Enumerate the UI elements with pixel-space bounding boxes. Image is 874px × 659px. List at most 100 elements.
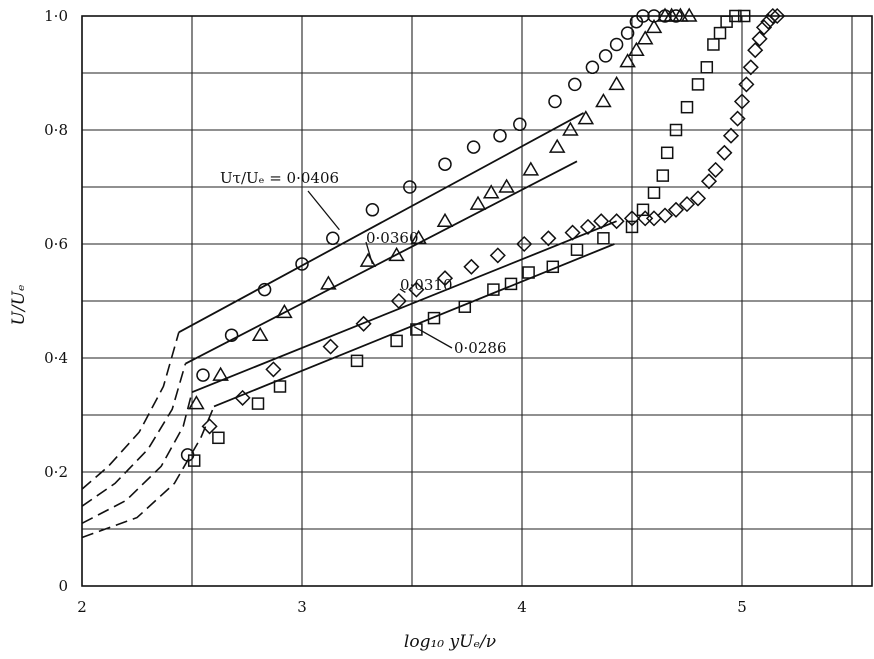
square-point [636,203,650,217]
triangle-point [469,195,487,210]
square-point [660,146,674,160]
triangle-point [410,229,427,245]
square-point [427,311,441,325]
triangle-point [577,110,595,125]
annotation-label: Uτ/Uₑ = 0·0406 [220,169,339,187]
square-point [212,431,225,445]
triangle-point [251,326,269,341]
triangle-point [562,121,579,136]
fit-line [184,160,578,365]
diamond-point [463,258,480,275]
circle-point [438,157,452,171]
x-tick-label: 3 [297,598,307,616]
diamond-point [738,76,755,93]
y-tick-label: 0·8 [44,121,68,139]
circle-point [224,328,239,342]
circle-point [598,49,613,63]
triangle-point [522,161,540,176]
square-point [570,243,584,256]
square-point [691,78,705,91]
annotation-label: 0·0310 [400,276,453,294]
x-axis-label: log₁₀ yUₑ/ν [404,632,496,652]
y-tick-label: 1·0 [44,7,68,25]
triangle-point [359,252,377,267]
diamond-point [390,292,407,310]
y-tick-label: 0·4 [44,349,68,367]
square-point [350,354,364,368]
circle-point [466,140,481,154]
triangle-point [436,212,454,227]
diamond-point [678,196,696,213]
triangle-point [595,93,612,108]
diamond-point [667,201,685,218]
diamond-point [707,161,724,178]
triangle-point [628,41,645,56]
dashed-curves [81,332,215,539]
circle-point [513,117,527,132]
diamond-point [540,230,557,247]
circle-point [257,282,272,297]
y-tick-label: 0 [58,577,68,595]
diamond-point [700,173,718,190]
annotation-label: 0·0286 [454,339,507,357]
diamond-point [201,418,218,435]
diamond-point [489,247,506,264]
square-point [546,260,560,274]
triangle-point [672,7,689,22]
diamond-point [355,315,372,332]
circle-point [609,37,624,52]
circle-point [585,60,600,75]
square-point [700,61,714,74]
dashed-curve [81,406,215,539]
square-point [669,123,683,137]
diamond-point [564,224,581,241]
diamond-point [579,218,597,235]
x-tick-label: 4 [517,598,527,616]
square-point [504,277,518,291]
annotation-leader [307,190,340,231]
diamond-point [729,110,746,127]
y-tick-label: 0·2 [44,463,68,481]
triangle-point [645,18,663,34]
fit-line [178,112,585,334]
square-point [707,38,720,51]
diamond-point [751,30,768,47]
circle-point [365,203,380,217]
triangle-point [188,395,205,410]
annotation-label: 0·0360 [366,229,419,247]
diamond-point [593,213,610,230]
diamond-point [747,42,764,59]
square-point [522,266,535,279]
plot-frame [81,15,873,587]
triangle-point [548,138,566,153]
square-point [625,220,639,234]
triangle-point [619,53,636,68]
diamond-point [755,19,773,36]
triangle-point [636,30,654,45]
diamond-point [608,213,625,230]
circle-point [548,94,562,109]
diamond-point [656,207,674,224]
diamond-point [689,190,707,207]
x-tick-labels: 2 3 4 5 [77,598,747,616]
triangle-point [212,366,229,381]
circle-point [493,128,507,143]
dashed-curve [81,392,193,525]
square-point [597,232,610,245]
square-point [487,283,500,296]
diamond-point [716,144,733,161]
diamond-point [764,7,781,25]
square-point [656,169,670,182]
annotation-leader [413,326,453,349]
dashed-curve [81,363,187,507]
circle-point [196,368,210,382]
diamond-point [265,361,282,378]
diamond-point [722,127,740,144]
triangle-point [498,178,515,193]
triangle-point [388,246,405,262]
square-point [187,454,201,467]
square-point [251,397,265,410]
triangle-point [482,184,500,199]
triangle-point [663,7,680,22]
